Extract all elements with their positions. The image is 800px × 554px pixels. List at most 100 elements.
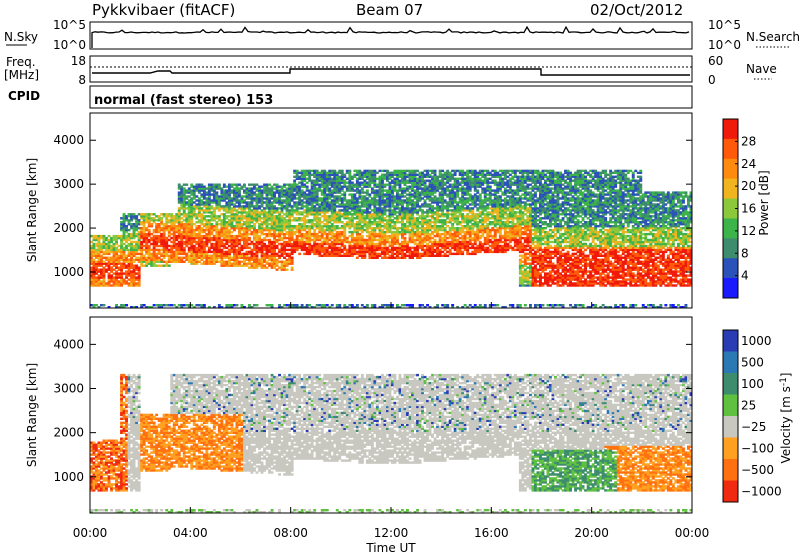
power-cell	[137, 280, 141, 283]
power-cell	[345, 306, 349, 309]
power-cell	[263, 227, 266, 230]
power-cell	[308, 173, 312, 176]
power-cell	[315, 179, 319, 182]
power-cell	[448, 209, 452, 212]
power-cell	[313, 179, 317, 182]
power-cell	[370, 232, 374, 236]
power-cell	[240, 254, 244, 257]
power-cell	[350, 252, 354, 256]
power-cell	[318, 197, 322, 200]
power-cell	[145, 262, 149, 265]
power-cell	[350, 234, 354, 238]
power-cell	[132, 230, 136, 234]
power-cell	[448, 240, 452, 244]
power-cell	[408, 169, 412, 173]
power-cell	[323, 185, 327, 188]
power-cell	[90, 284, 93, 287]
power-cell	[137, 223, 141, 226]
power-cell	[333, 195, 337, 198]
power-cell	[253, 225, 256, 228]
power-cell	[340, 185, 344, 188]
power-cell	[243, 236, 246, 240]
power-cell	[278, 306, 281, 309]
power-cell	[408, 191, 412, 194]
power-cell	[215, 240, 219, 244]
power-cell	[182, 201, 186, 204]
power-cell	[375, 221, 379, 224]
power-cell	[250, 215, 254, 218]
power-cell	[290, 304, 294, 307]
power-cell	[132, 250, 136, 254]
power-cell	[100, 264, 103, 267]
power-cell	[145, 234, 149, 238]
power-cell	[340, 244, 344, 248]
power-cell	[187, 195, 191, 198]
power-cell	[360, 205, 364, 208]
power-cell	[260, 197, 264, 200]
power-cell	[270, 258, 274, 261]
power-cell	[355, 240, 359, 244]
power-cell	[323, 195, 327, 198]
power-cell	[323, 248, 327, 252]
power-cell	[335, 306, 339, 309]
freq-panel: Freq. [MHz] 18 8 60 0 Nave	[4, 54, 777, 87]
power-cell	[280, 207, 284, 210]
power-cell	[381, 207, 384, 210]
power-cell	[443, 171, 447, 174]
power-cell	[102, 238, 106, 242]
power-cell	[315, 197, 319, 200]
power-cell	[368, 183, 372, 186]
power-cell	[368, 193, 372, 196]
plot-title: Pykkvibaer (fitACF)	[92, 1, 235, 19]
power-cell	[368, 175, 372, 178]
power-cell	[310, 221, 314, 224]
power-cell	[190, 254, 194, 257]
power-cell	[310, 203, 314, 206]
power-cell	[285, 248, 289, 252]
nsearch-tick-bottom: 10^0	[708, 38, 741, 52]
power-cell	[102, 282, 106, 285]
power-cell	[197, 234, 201, 238]
power-cell	[313, 234, 317, 238]
power-cell	[253, 185, 256, 188]
power-cell	[115, 262, 118, 265]
power-cell	[135, 266, 139, 269]
power-cell	[320, 185, 324, 188]
power-cell	[320, 304, 324, 307]
power-cell	[355, 171, 359, 174]
power-cell	[102, 262, 106, 265]
power-cell	[248, 238, 251, 242]
power-cell	[92, 266, 96, 269]
power-cell	[258, 219, 261, 222]
power-cell	[338, 240, 342, 244]
power-cell	[343, 193, 347, 196]
power-cell	[115, 260, 118, 263]
power-cell	[393, 217, 397, 220]
power-cell	[258, 234, 261, 238]
power-cell	[258, 246, 261, 250]
power-cell	[378, 181, 382, 184]
power-cell	[245, 246, 249, 250]
power-cell	[358, 232, 362, 236]
power-cell	[295, 175, 299, 178]
power-cell	[300, 195, 304, 198]
power-cell	[368, 171, 372, 174]
power-cell	[381, 230, 384, 234]
power-cell	[258, 250, 261, 254]
power-cell	[325, 179, 329, 182]
power-cell	[288, 248, 292, 252]
power-cell	[225, 242, 229, 246]
power-cell	[228, 252, 231, 256]
power-cell	[172, 254, 176, 257]
power-cell	[318, 217, 322, 220]
power-cell	[187, 228, 191, 232]
power-cell	[195, 221, 199, 224]
power-cell	[360, 173, 364, 176]
power-cell	[135, 221, 139, 224]
power-cell	[403, 199, 407, 202]
power-cell	[353, 193, 357, 196]
power-cell	[413, 169, 417, 173]
power-cell	[373, 189, 377, 192]
power-cell	[225, 264, 229, 267]
power-cell	[110, 278, 113, 281]
